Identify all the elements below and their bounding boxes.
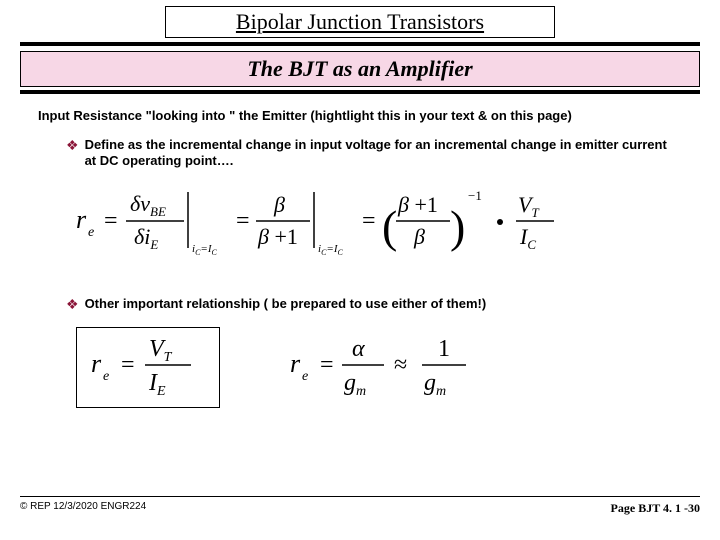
divider-top	[20, 42, 700, 46]
eq-cond1: iC=IC	[192, 243, 218, 257]
equation-2a: r e = VT IE	[76, 327, 220, 408]
subtitle-text: The BJT as an Amplifier	[247, 56, 472, 81]
eq2b-gm: gm	[344, 370, 366, 399]
eq-bp1-bot: β	[413, 224, 425, 249]
subtitle-box: The BJT as an Amplifier	[20, 51, 700, 87]
eq-vt: VT	[518, 192, 539, 220]
eq-die: δiE	[134, 224, 158, 252]
eq-cond2: iC=IC	[318, 243, 344, 257]
eq2b-equals: =	[320, 352, 334, 378]
eq-re-sub: e	[88, 225, 94, 240]
section-heading: Input Resistance "looking into " the Emi…	[38, 108, 700, 123]
eq2b-re-sub: e	[302, 369, 308, 384]
eq-bp1-top: β +1	[397, 192, 438, 217]
bullet-list: ❖ Define as the incremental change in in…	[20, 137, 700, 170]
eq2a-vt: VT	[149, 336, 173, 365]
divider-bottom	[20, 90, 700, 94]
eq2a-re-sub: e	[103, 369, 109, 384]
section-tail: " the Emitter (hightlight this in your t…	[225, 108, 571, 123]
footer-left: © REP 12/3/2020 ENGR224	[20, 501, 146, 516]
bullet-text: Define as the incremental change in inpu…	[85, 137, 680, 170]
bullet-item: ❖ Define as the incremental change in in…	[66, 137, 700, 170]
eq-beta-bot: β +1	[257, 224, 298, 249]
eq-equals: =	[104, 208, 118, 234]
eq-dvbe: δvBE	[130, 191, 166, 219]
bullet-text-2: Other important relationship ( be prepar…	[85, 296, 487, 314]
title-box: Bipolar Junction Transistors	[165, 6, 555, 38]
bullet-list-2: ❖ Other important relationship ( be prep…	[20, 296, 700, 314]
eq2b-re: r	[290, 349, 301, 378]
footer-right: Page BJT 4. 1 -30	[611, 501, 700, 516]
bullet2-lead: Other important relationship (	[85, 296, 272, 311]
eq-equals3: =	[362, 208, 376, 234]
eq2a-equals: =	[121, 352, 135, 378]
eq2a-ie: IE	[148, 370, 166, 399]
eq2b-gm2: gm	[424, 370, 446, 399]
equation-row-2: r e = VT IE r e = α gm ≈ 1 gm	[76, 327, 700, 408]
eq-rparen: )	[450, 201, 465, 252]
eq2b-one: 1	[438, 336, 450, 362]
equation-1: r e = δvBE δiE iC=IC = β β +1 iC=IC = ( …	[76, 184, 700, 258]
eq-lparen: (	[382, 201, 397, 252]
eq-dot-icon	[497, 219, 503, 225]
equation-2b: r e = α gm ≈ 1 gm	[290, 332, 500, 403]
eq2b-approx: ≈	[394, 352, 407, 378]
bullet2-em: be prepared to use either of them!)	[272, 296, 487, 311]
slide: Bipolar Junction Transistors The BJT as …	[0, 0, 720, 540]
bullet-item: ❖ Other important relationship ( be prep…	[66, 296, 700, 314]
eq-ic: IC	[519, 224, 536, 252]
section-bold: looking into	[152, 108, 226, 123]
eq2b-alpha: α	[352, 336, 365, 362]
eq-beta-top: β	[273, 192, 285, 217]
eq2a-re: r	[91, 349, 102, 378]
eq-equals2: =	[236, 208, 250, 234]
title-text: Bipolar Junction Transistors	[236, 9, 484, 34]
footer: © REP 12/3/2020 ENGR224 Page BJT 4. 1 -3…	[20, 496, 700, 516]
diamond-icon: ❖	[66, 137, 79, 170]
footer-divider	[20, 496, 700, 497]
eq-re: r	[76, 205, 87, 234]
section-lead: Input Resistance "	[38, 108, 152, 123]
eq-exp: −1	[468, 188, 482, 203]
diamond-icon: ❖	[66, 296, 79, 314]
